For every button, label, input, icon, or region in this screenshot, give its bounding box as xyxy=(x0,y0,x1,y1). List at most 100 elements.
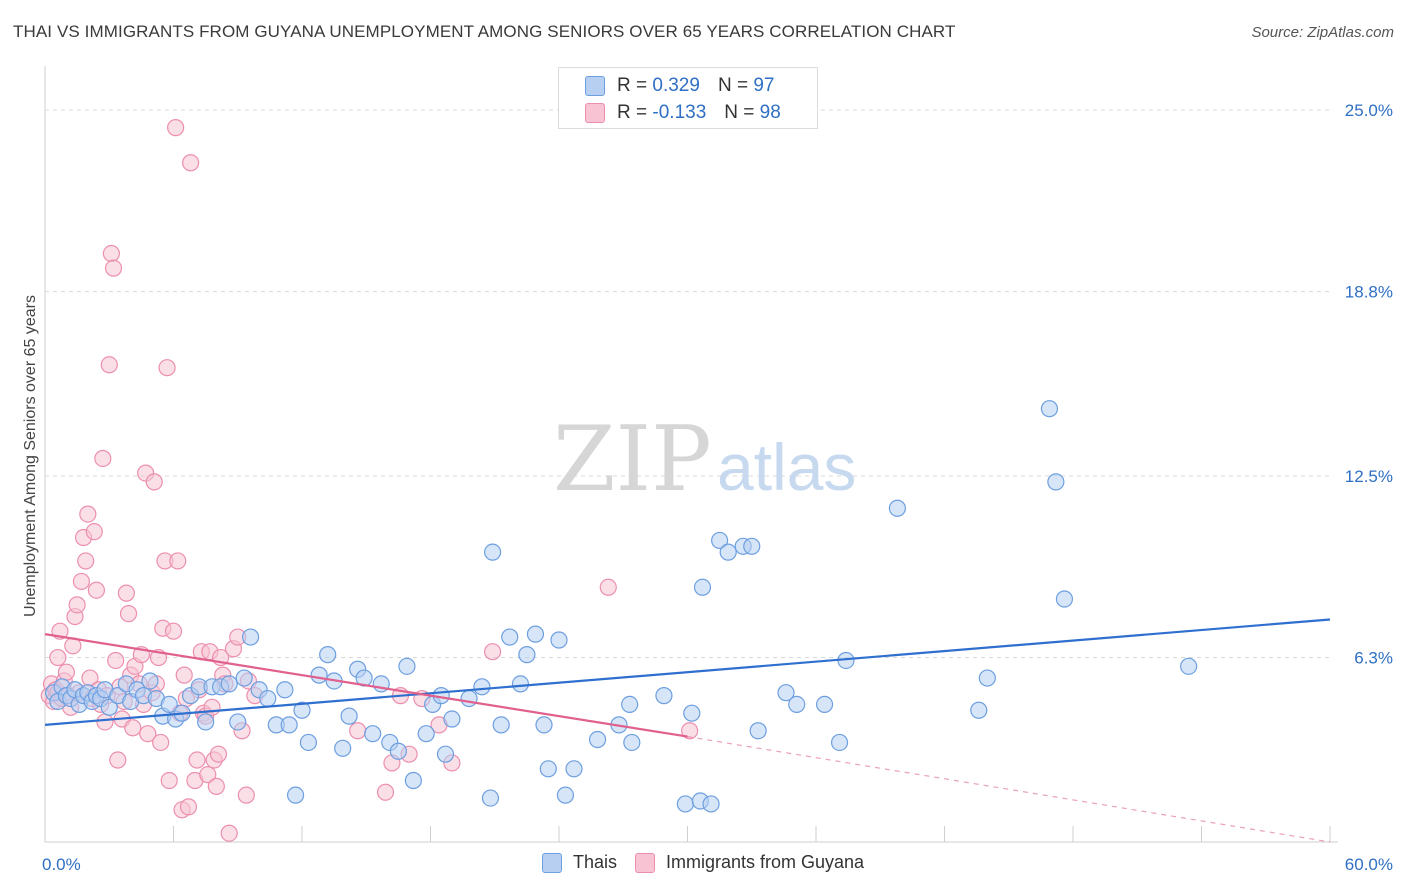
legend-swatch-thais xyxy=(541,852,562,873)
guyana-point xyxy=(102,244,120,263)
legend-item-guyana[interactable]: Immigrants from Guyana xyxy=(634,852,864,873)
thai-point xyxy=(1047,473,1065,491)
thai-point xyxy=(788,695,806,713)
x-tick-label: 0.0% xyxy=(42,855,81,874)
thai-point xyxy=(276,681,294,699)
legend-n-label: N = xyxy=(724,102,755,123)
guyana-point xyxy=(96,713,114,731)
correlation-legend: R = 0.329 N = 97 R = -0.133 N = 98 xyxy=(558,67,818,129)
guyana-point xyxy=(72,572,91,591)
legend-item-thais[interactable]: Thais xyxy=(541,852,617,873)
guyana-point xyxy=(160,771,178,790)
watermark-zip: ZIP xyxy=(553,407,712,512)
guyana-point xyxy=(681,722,699,740)
legend-row-guyana: R = -0.133 N = 98 xyxy=(585,100,781,126)
guyana-point xyxy=(145,473,163,491)
thai-point xyxy=(259,689,277,708)
thai-point xyxy=(535,716,553,734)
guyana-point xyxy=(203,698,221,716)
thai-point xyxy=(518,646,536,664)
thai-point xyxy=(100,698,118,716)
thai-point xyxy=(160,695,178,713)
guyana-trend-extension xyxy=(687,736,1331,843)
guyana-point xyxy=(188,751,206,769)
thai-point xyxy=(364,725,382,743)
guyana-point xyxy=(117,584,135,602)
guyana-point xyxy=(49,648,67,667)
guyana-point xyxy=(164,622,183,640)
y-tick-label: 18.8% xyxy=(1345,283,1393,302)
guyana-point xyxy=(179,798,198,816)
thai-point xyxy=(749,722,767,740)
guyana-point xyxy=(152,733,170,752)
thai-point xyxy=(492,716,510,734)
legend-swatch-guyana xyxy=(634,852,655,873)
legend-r-value: -0.133 xyxy=(652,102,707,123)
guyana-point xyxy=(100,356,118,374)
thai-point xyxy=(623,733,641,752)
thai-point xyxy=(830,733,849,752)
guyana-point xyxy=(182,154,200,172)
guyana-point xyxy=(109,751,127,769)
thai-point xyxy=(621,695,639,713)
guyana-point xyxy=(207,777,225,795)
thai-point xyxy=(1055,590,1074,608)
thai-point xyxy=(286,786,305,804)
guyana-point xyxy=(175,666,193,684)
thai-point xyxy=(242,628,260,646)
guyana-point xyxy=(237,786,255,804)
thai-point xyxy=(702,795,720,813)
guyana-point xyxy=(599,578,617,596)
thai-point xyxy=(719,543,737,561)
y-tick-label: 6.3% xyxy=(1354,649,1393,668)
thai-point xyxy=(501,628,519,646)
y-tick-labels: 6.3% 12.5% 18.8% 25.0% xyxy=(1345,101,1393,667)
guyana-point xyxy=(107,651,125,670)
thai-point xyxy=(398,657,416,675)
legend-n-label: N = xyxy=(717,75,749,96)
guyana-point xyxy=(119,605,138,623)
axes xyxy=(44,66,1338,843)
thai-point xyxy=(565,760,583,778)
guyana-point xyxy=(169,552,187,570)
guyana-point xyxy=(124,719,142,737)
guyana-trend-line xyxy=(44,633,688,738)
y-tick-label: 25.0% xyxy=(1345,101,1393,120)
legend-r-label: R = xyxy=(617,102,648,123)
series-legend: Thais Immigrants from Guyana xyxy=(0,852,1406,873)
thai-point xyxy=(389,742,407,760)
guyana-point xyxy=(167,119,185,137)
chart-title: THAI VS IMMIGRANTS FROM GUYANA UNEMPLOYM… xyxy=(13,22,956,41)
thai-point xyxy=(235,669,253,687)
guyana-point xyxy=(57,663,76,681)
thai-point xyxy=(539,760,557,778)
thai-point xyxy=(197,713,215,731)
thai-point xyxy=(970,701,988,719)
series-thai-points xyxy=(44,400,1198,813)
guyana-point xyxy=(220,824,238,842)
x-tick-labels: 0.0% 60.0% xyxy=(42,855,1393,874)
guyana-point xyxy=(199,766,217,784)
guyana-point xyxy=(349,722,367,740)
legend-row-thai: R = 0.329 N = 97 xyxy=(585,73,774,99)
thai-point xyxy=(978,669,996,687)
thai-point xyxy=(556,786,575,804)
thai-point xyxy=(743,537,761,555)
y-tick-label: 12.5% xyxy=(1345,467,1393,486)
guyana-point xyxy=(85,523,103,541)
thai-point xyxy=(436,745,455,763)
thai-point xyxy=(334,739,352,757)
thai-point xyxy=(220,675,238,693)
legend-label-thais: Thais xyxy=(572,852,617,872)
legend-n-value: 97 xyxy=(753,75,775,96)
thai-point xyxy=(683,704,701,722)
guyana-point xyxy=(68,596,86,614)
thai-point xyxy=(815,695,834,713)
thai-point xyxy=(777,684,795,702)
thai-point xyxy=(550,631,568,649)
thai-point xyxy=(526,625,545,643)
guyana-point xyxy=(94,449,112,468)
thai-point xyxy=(280,716,298,734)
thai-point xyxy=(443,710,461,728)
